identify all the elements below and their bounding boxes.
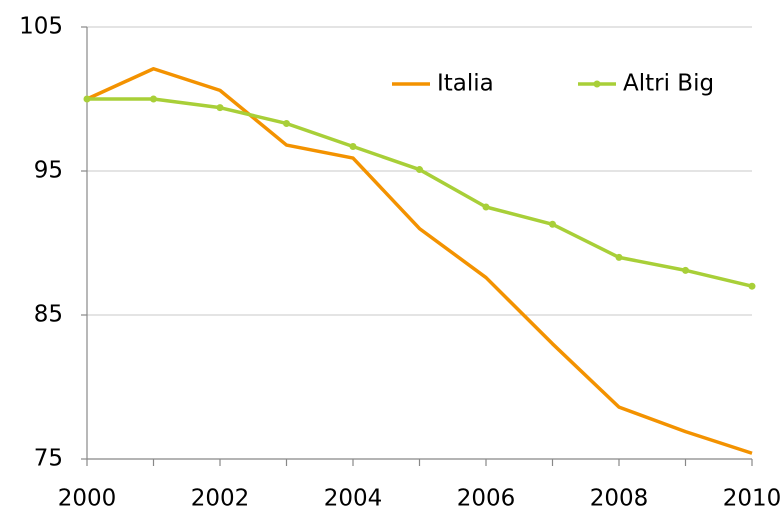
point	[682, 266, 689, 274]
point	[748, 282, 756, 290]
point	[482, 203, 490, 211]
point	[83, 95, 91, 103]
point	[349, 143, 357, 151]
point	[416, 166, 423, 174]
point	[283, 119, 290, 127]
point	[216, 104, 224, 112]
legend-label: Altri Big	[623, 71, 714, 97]
x-tick-label: 2008	[590, 486, 649, 512]
y-tick-label: 95	[34, 158, 63, 184]
x-tick-label: 2010	[723, 486, 782, 512]
series-line	[87, 97, 753, 288]
x-tick-label: 2006	[457, 486, 516, 512]
series-line	[86, 67, 753, 455]
x-tick-label: 2002	[191, 486, 250, 512]
point	[150, 95, 157, 103]
y-tick-label: 105	[19, 14, 63, 40]
point	[549, 220, 556, 228]
x-tick-label: 2004	[324, 486, 383, 512]
legend-label: Italia	[437, 71, 494, 97]
y-tick-label: 75	[34, 446, 63, 472]
legend-marker	[593, 80, 601, 88]
x-tick-label: 2000	[58, 486, 117, 512]
point	[615, 253, 623, 261]
y-tick-label: 85	[34, 302, 63, 328]
